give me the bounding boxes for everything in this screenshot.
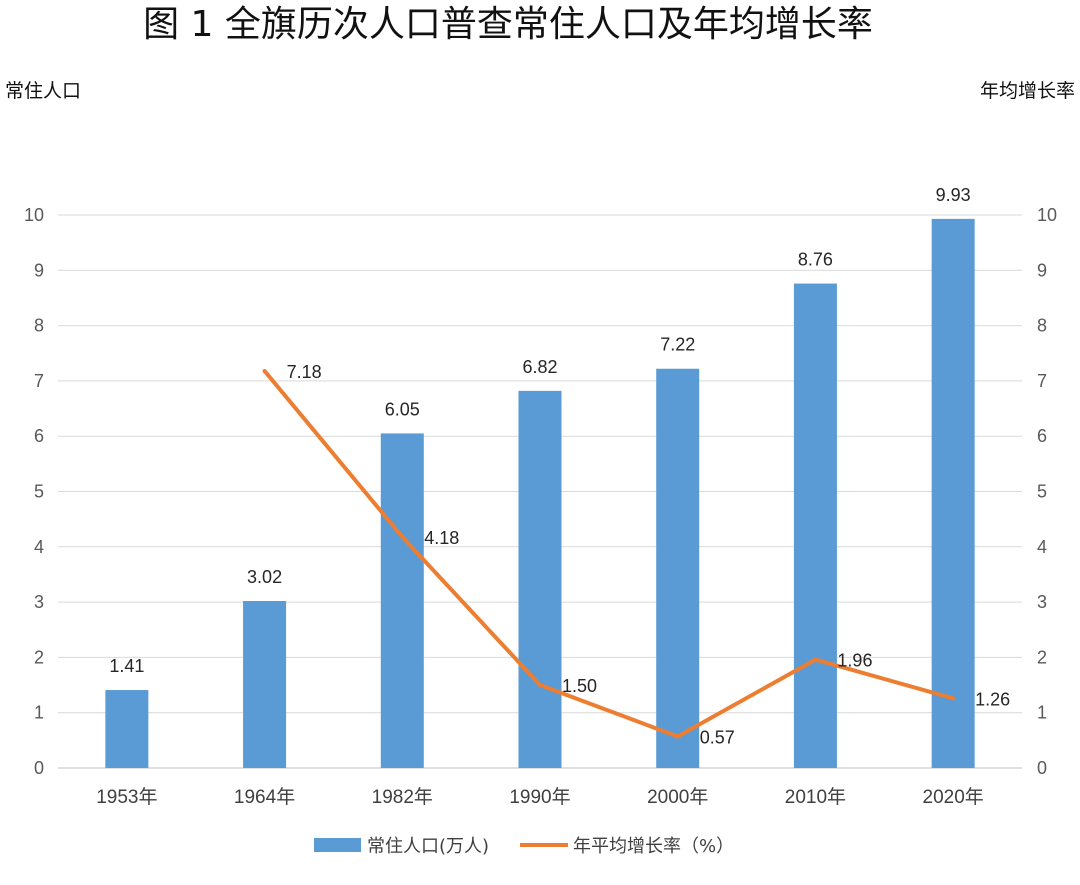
bar-data-label: 6.05 [385, 399, 420, 419]
x-tick-label: 1990年 [509, 786, 570, 808]
bar-series: 1.41 3.02 6.05 6.82 7.22 8.76 9.93 [105, 185, 975, 769]
legend-swatch-bar [314, 838, 361, 852]
legend: 常住人口(万人) 年平均增长率（%） [314, 836, 734, 857]
bar [380, 433, 424, 768]
right-y-tick-label: 7 [1037, 371, 1047, 391]
line-data-label: 1.96 [837, 651, 872, 671]
bar-data-label: 3.02 [247, 567, 282, 587]
right-y-tick-label: 6 [1037, 426, 1047, 446]
bar-data-label: 7.22 [660, 335, 695, 355]
x-tick-label: 1964年 [234, 786, 295, 808]
line-point [262, 368, 267, 373]
left-y-tick-label: 2 [34, 647, 44, 667]
x-tick-label: 2010年 [785, 786, 846, 808]
left-y-tick-label: 9 [34, 260, 44, 280]
right-y-ticks: 0 1 2 3 4 5 6 7 8 9 10 [1037, 205, 1057, 778]
right-y-tick-label: 8 [1037, 316, 1047, 336]
left-y-tick-label: 1 [34, 703, 44, 723]
x-tick-label: 2000年 [647, 786, 708, 808]
left-y-tick-label: 5 [34, 482, 44, 502]
right-y-tick-label: 4 [1037, 537, 1047, 557]
line-point [813, 657, 818, 662]
right-y-tick-label: 10 [1037, 205, 1057, 225]
right-y-tick-label: 5 [1037, 482, 1047, 502]
line-point [538, 683, 542, 688]
left-y-tick-label: 6 [34, 426, 44, 446]
line-data-label: 1.50 [562, 676, 597, 696]
x-tick-label: 2020年 [923, 786, 984, 808]
bar [656, 368, 700, 768]
line-point [675, 734, 680, 739]
right-axis-title: 年均增长率 [980, 80, 1075, 102]
line-data-label: 7.18 [287, 362, 322, 382]
x-tick-label: 1982年 [372, 786, 433, 808]
bar [105, 690, 149, 768]
growth-rate-line [263, 369, 954, 739]
line-point [400, 534, 405, 539]
legend-label-bar: 常住人口(万人) [367, 836, 489, 857]
line-data-label: 0.57 [700, 727, 735, 747]
x-ticks: 1953年 1964年 1982年 1990年 2000年 2010年 2020年 [96, 786, 984, 808]
chart-title: 图 1 全旗历次人口普查常住人口及年均增长率 [143, 4, 873, 45]
left-y-tick-label: 10 [24, 205, 44, 225]
bar [793, 283, 837, 768]
left-y-tick-label: 4 [34, 537, 44, 557]
right-y-tick-label: 3 [1037, 592, 1047, 612]
left-y-tick-label: 8 [34, 316, 44, 336]
right-y-tick-label: 1 [1037, 703, 1047, 723]
bar-data-label: 6.82 [522, 357, 557, 377]
line-point [951, 696, 956, 701]
left-axis-title: 常住人口 [5, 80, 81, 102]
bar [243, 600, 287, 768]
line-data-label: 4.18 [424, 528, 459, 548]
right-y-tick-label: 0 [1037, 758, 1047, 778]
line-series: 7.18 4.18 1.50 0.57 1.96 1.26 [262, 362, 1010, 747]
legend-label-line: 年平均增长率（%） [573, 836, 734, 857]
x-tick-label: 1953年 [96, 786, 157, 808]
right-y-tick-label: 2 [1037, 647, 1047, 667]
bar-data-label: 1.41 [109, 656, 144, 676]
left-y-tick-label: 7 [34, 371, 44, 391]
bar-data-label: 8.76 [798, 250, 833, 270]
bar [518, 390, 562, 768]
line-data-label: 1.26 [975, 689, 1010, 709]
bar-data-label: 9.93 [936, 185, 971, 205]
bar [931, 218, 975, 769]
left-y-tick-label: 0 [34, 758, 44, 778]
left-y-tick-label: 3 [34, 592, 44, 612]
left-y-ticks: 0 1 2 3 4 5 6 7 8 9 10 [24, 205, 44, 778]
right-y-tick-label: 9 [1037, 260, 1047, 280]
